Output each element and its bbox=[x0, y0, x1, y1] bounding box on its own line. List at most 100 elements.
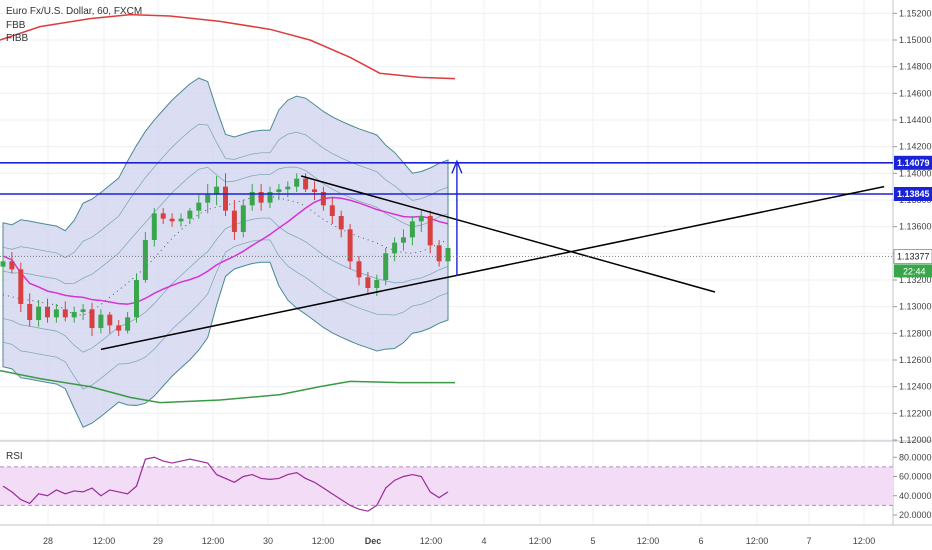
candle-body-34 bbox=[303, 178, 309, 190]
candle-body-16 bbox=[142, 240, 148, 280]
candle-body-3 bbox=[27, 304, 33, 320]
candle-body-23 bbox=[205, 194, 211, 203]
candle-body-17 bbox=[151, 213, 157, 240]
indicator-fbb-label[interactable]: FBB bbox=[6, 20, 26, 31]
trendline-support bbox=[100, 185, 885, 351]
candle-body-2 bbox=[18, 269, 24, 304]
bollinger-inner-lower-1 bbox=[2, 239, 449, 390]
moving-average-line bbox=[2, 196, 449, 305]
bollinger-inner-upper-1 bbox=[2, 123, 449, 259]
candle-body-28 bbox=[249, 192, 255, 206]
price-axis-label-14: 1.12400 bbox=[899, 382, 932, 392]
candle-body-30 bbox=[267, 192, 273, 203]
candle-body-48 bbox=[427, 216, 433, 246]
price-axis-label-13: 1.12600 bbox=[899, 355, 932, 365]
rsi-line bbox=[2, 456, 449, 512]
candle-body-26 bbox=[231, 210, 237, 232]
time-axis-label-10: 5 bbox=[590, 536, 595, 546]
candle-body-33 bbox=[294, 178, 300, 187]
candle-body-31 bbox=[276, 189, 282, 192]
price-axis-label-10: 1.13200 bbox=[899, 275, 932, 285]
time-axis-label-7: 12:00 bbox=[420, 536, 443, 546]
candle-body-27 bbox=[240, 205, 246, 232]
time-axis-label-5: 12:00 bbox=[312, 536, 335, 546]
candle-body-18 bbox=[160, 213, 166, 219]
level-price-tag-1 bbox=[894, 187, 932, 201]
rsi-axis-label-1: 60.0000 bbox=[899, 472, 932, 482]
time-axis-label-14: 7 bbox=[806, 536, 811, 546]
price-axis-label-0: 1.15200 bbox=[899, 8, 932, 18]
candle-body-36 bbox=[320, 192, 326, 206]
level-price-tag-text-0: 1.14079 bbox=[897, 158, 930, 168]
price-axis-label-8: 1.13600 bbox=[899, 222, 932, 232]
rsi-axis-label-2: 40.0000 bbox=[899, 491, 932, 501]
time-axis-label-6: Dec bbox=[365, 536, 382, 546]
price-axis-label-4: 1.14400 bbox=[899, 115, 932, 125]
candle-body-47 bbox=[418, 216, 424, 222]
candle-body-45 bbox=[401, 237, 406, 243]
price-axis-label-15: 1.12200 bbox=[899, 408, 932, 418]
rsi-axis-label-3: 20.0000 bbox=[899, 510, 932, 520]
price-axis-label-12: 1.12800 bbox=[899, 328, 932, 338]
price-axis-label-6: 1.14000 bbox=[899, 168, 932, 178]
last-price-tag bbox=[893, 248, 932, 264]
candle-body-8 bbox=[71, 312, 77, 318]
price-axis-label-1: 1.15000 bbox=[899, 35, 932, 45]
last-price-tag-text: 1.13377 bbox=[897, 251, 930, 261]
outer-band-upper bbox=[0, 13, 456, 80]
candle-body-50 bbox=[445, 248, 451, 262]
candle-body-35 bbox=[312, 189, 317, 192]
candle-body-1 bbox=[9, 261, 15, 270]
time-axis-label-9: 12:00 bbox=[529, 536, 552, 546]
price-axis-label-16: 1.12000 bbox=[899, 435, 932, 445]
candle-body-19 bbox=[169, 218, 175, 222]
time-axis-label-12: 6 bbox=[698, 536, 703, 546]
time-axis-label-2: 29 bbox=[153, 536, 163, 546]
time-axis-label-13: 12:00 bbox=[746, 536, 769, 546]
rsi-label[interactable]: RSI bbox=[6, 451, 23, 462]
price-axis-label-3: 1.14600 bbox=[899, 88, 932, 98]
countdown-tag bbox=[894, 264, 932, 278]
outer-band-lower bbox=[0, 369, 455, 404]
candle-body-0 bbox=[0, 261, 6, 267]
candle-body-46 bbox=[409, 221, 415, 238]
candle-body-14 bbox=[125, 317, 131, 331]
candle-body-22 bbox=[196, 202, 202, 211]
candle-body-13 bbox=[116, 325, 122, 331]
candle-body-10 bbox=[89, 309, 95, 328]
candle-body-42 bbox=[374, 280, 380, 288]
trendline-resistance bbox=[300, 175, 716, 293]
candle-body-49 bbox=[436, 245, 442, 262]
candle-body-32 bbox=[285, 186, 291, 190]
candle-body-20 bbox=[178, 218, 184, 222]
candle-body-11 bbox=[98, 314, 104, 328]
candle-body-29 bbox=[258, 192, 264, 203]
rsi-axis-label-0: 80.0000 bbox=[899, 452, 932, 462]
projection-arrow-head bbox=[451, 159, 463, 174]
indicator-fibb-label[interactable]: FIBB bbox=[6, 33, 29, 44]
candle-body-7 bbox=[62, 309, 68, 318]
candle-body-43 bbox=[383, 253, 389, 280]
candle-body-40 bbox=[356, 261, 362, 278]
level-price-tag-0 bbox=[894, 155, 932, 170]
time-axis-label-1: 12:00 bbox=[93, 536, 116, 546]
candle-body-38 bbox=[338, 216, 344, 230]
time-axis-label-3: 12:00 bbox=[202, 536, 225, 546]
rsi-band-fill bbox=[0, 466, 893, 506]
candle-body-15 bbox=[134, 280, 139, 318]
candle-body-21 bbox=[187, 210, 193, 219]
time-axis-label-4: 30 bbox=[263, 536, 273, 546]
price-axis-label-5: 1.14200 bbox=[899, 142, 932, 152]
time-axis-label-8: 4 bbox=[481, 536, 486, 546]
candle-body-37 bbox=[329, 205, 335, 216]
candle-body-25 bbox=[223, 186, 228, 211]
bollinger-inner-lower-0 bbox=[2, 217, 449, 353]
candle-body-39 bbox=[347, 229, 353, 262]
countdown-tag-text: 22:44 bbox=[903, 266, 926, 276]
level-price-tag-text-1: 1.13845 bbox=[897, 189, 930, 199]
candle-body-24 bbox=[214, 186, 220, 195]
candle-body-5 bbox=[45, 306, 50, 318]
candle-body-9 bbox=[80, 309, 86, 312]
